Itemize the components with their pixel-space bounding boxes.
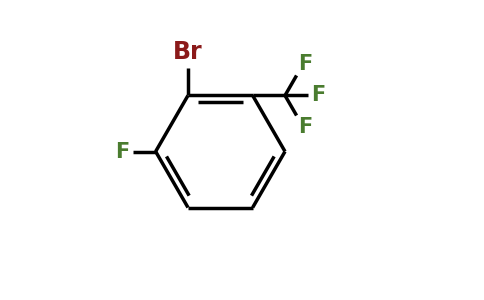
Text: F: F: [116, 142, 130, 161]
Text: Br: Br: [173, 40, 203, 64]
Text: F: F: [299, 117, 313, 137]
Text: F: F: [311, 85, 325, 106]
Text: F: F: [299, 54, 313, 74]
